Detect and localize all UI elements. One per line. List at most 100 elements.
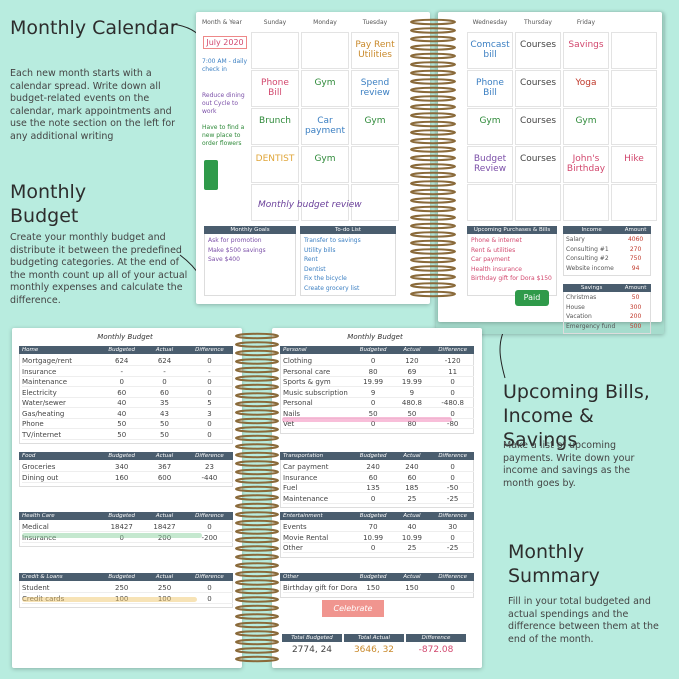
column-header: Actual (143, 346, 186, 354)
ring (235, 485, 279, 493)
ring (235, 366, 279, 374)
day-name: Tuesday (362, 19, 388, 26)
column-header: Budgeted (353, 346, 393, 354)
section-title: Credit & Loans (19, 573, 101, 581)
cell-value: 0 (185, 430, 233, 440)
summary-header: Total Budgeted (282, 634, 342, 642)
column-header: Budgeted (100, 346, 144, 354)
cell-value: -80 (431, 419, 474, 429)
cell-value: 0 (431, 377, 474, 387)
cell-value: 0 (353, 494, 393, 504)
cell-value: -25 (431, 494, 474, 504)
column-header: Difference (185, 512, 233, 520)
day-cell (251, 32, 299, 69)
highlight (282, 417, 452, 422)
note: Reduce dining out Cycle to work (202, 92, 245, 115)
cell-value: 0 (431, 583, 474, 593)
row-label: Maintenance (283, 494, 357, 504)
ring (235, 426, 279, 433)
cell-value: - (185, 367, 233, 377)
row-label: Car payment (283, 462, 357, 472)
ring (410, 248, 456, 255)
row-label: Personal (283, 398, 357, 408)
note: 7:00 AM - daily check in (202, 58, 248, 73)
cell-value: 340 (100, 462, 144, 472)
cell-value: 0 (353, 356, 393, 366)
list-title: To-do List (300, 226, 396, 234)
ring (410, 188, 456, 196)
cell-value: 50 (353, 409, 393, 419)
cell-value: 60 (143, 388, 186, 398)
column-header: Difference (431, 512, 474, 520)
ring (235, 536, 279, 544)
cell-value: 18427 (100, 522, 144, 532)
callout-title: Monthly Calendar (10, 17, 178, 39)
row-label: Personal care (283, 367, 357, 377)
ring (235, 570, 279, 578)
event: Savings (568, 40, 604, 50)
ring (235, 460, 279, 467)
day-cell (515, 32, 561, 69)
row-label: Vet (283, 419, 357, 429)
day-cell (563, 184, 609, 221)
day-cell (467, 146, 513, 183)
day-cell (351, 108, 399, 145)
section-title: Food (19, 452, 101, 460)
callout-body: Fill in your total budgeted and actual s… (508, 596, 659, 645)
ring (410, 120, 456, 128)
cell-value: 0 (185, 377, 233, 387)
highlight (22, 533, 202, 538)
row-amount: 50 (631, 294, 640, 301)
cell-value: 0 (353, 419, 393, 429)
ring (235, 375, 279, 382)
paid-sticker: Paid (515, 290, 549, 306)
cell-value: 240 (392, 462, 432, 472)
ring (235, 451, 279, 459)
cell-value: 0 (431, 409, 474, 419)
cell-value: 9 (392, 388, 432, 398)
note: Have to find a new place to order flower… (202, 124, 245, 147)
cell-value: 250 (100, 583, 144, 593)
column-header: Difference (431, 346, 474, 354)
day-cell (563, 32, 609, 69)
ring (410, 27, 456, 34)
column-header: Budgeted (353, 512, 393, 520)
day-cell (515, 108, 561, 145)
row-label: Birthday gift for Dora (283, 584, 358, 593)
row-amount: 94 (631, 264, 640, 272)
row-label: Christmas (566, 294, 597, 301)
day-cell (251, 70, 299, 107)
list-item: Rent & utilities (471, 246, 516, 254)
column-header: Difference (431, 452, 474, 460)
row-label: Medical (22, 522, 104, 532)
row-label: Fuel (283, 483, 357, 493)
ring (410, 214, 456, 221)
column-header: Budgeted (353, 573, 393, 581)
day-cell (611, 108, 657, 145)
column-header: Difference (185, 573, 233, 581)
list-item: Utility bills (304, 246, 336, 254)
ring (410, 290, 456, 298)
cell-value: 80 (353, 367, 393, 377)
calendar-left-page (196, 12, 430, 304)
summary-header: Total Actual (344, 634, 404, 642)
day-cell (563, 146, 609, 183)
ring (410, 137, 456, 145)
column-header: Budgeted (100, 512, 144, 520)
column-header: Actual (392, 452, 432, 460)
ring (235, 477, 279, 484)
ring (410, 265, 456, 272)
ring (410, 61, 456, 68)
cell-value: 23 (185, 462, 233, 472)
row-amount: 4060 (627, 236, 644, 243)
event: Yoga (575, 78, 597, 88)
budget-title: Monthly Budget (347, 333, 403, 341)
cell-value: 0 (353, 543, 393, 553)
list-item: Phone & internet (471, 237, 522, 244)
event: Courses (519, 78, 557, 88)
list-item: Rent (304, 256, 318, 263)
column-header: Actual (143, 512, 186, 520)
event: Gym (479, 116, 501, 126)
cell-value: 25 (392, 494, 432, 504)
section-title: Home (19, 346, 101, 354)
